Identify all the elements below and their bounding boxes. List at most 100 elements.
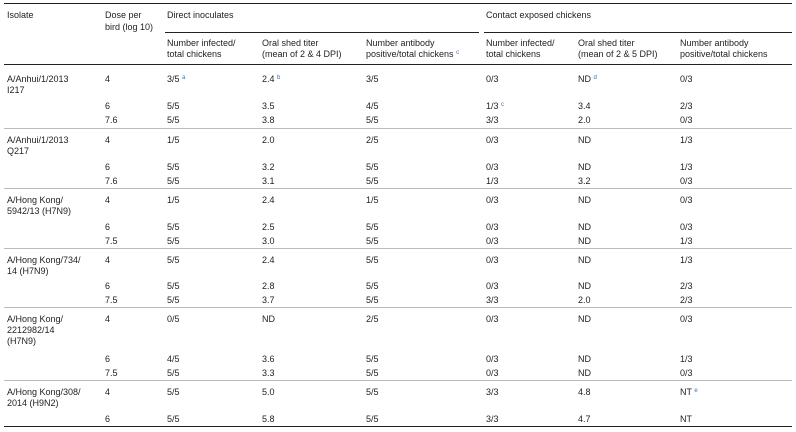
di-titer-cell: 3.2 bbox=[262, 162, 275, 173]
header-ce-titer-1: Oral shed titer bbox=[578, 38, 635, 48]
ce-antibody-cell: 0/3 bbox=[680, 222, 693, 233]
ce-antibody-cell-value: 0/3 bbox=[680, 314, 693, 324]
dose-cell: 7.5 bbox=[105, 236, 118, 246]
ce-infected-cell: 0/3 bbox=[486, 236, 499, 247]
header-direct-group: Direct inoculates bbox=[167, 10, 234, 20]
ce-infected-cell: 3/3 bbox=[486, 295, 499, 306]
di-infected-cell-value: 5/5 bbox=[167, 414, 180, 424]
ce-antibody-cell-value: 0/3 bbox=[680, 74, 693, 84]
ce-infected-cell-value: 0/3 bbox=[486, 354, 499, 364]
ce-antibody-cell: 2/3 bbox=[680, 281, 693, 292]
header-dose-line2: bird (log 10) bbox=[105, 22, 154, 32]
footnote-marker: c bbox=[501, 102, 505, 108]
ce-titer-cell: 2.0 bbox=[578, 115, 591, 126]
isolate-group-rule bbox=[4, 128, 792, 129]
di-infected-cell: 4/5 bbox=[167, 354, 180, 365]
di-infected-cell: 5/5 bbox=[167, 295, 180, 306]
dose-cell: 7.6 bbox=[105, 176, 118, 186]
di-titer-cell-value: 3.8 bbox=[262, 115, 275, 125]
ce-titer-cell: ND bbox=[578, 222, 591, 233]
di-titer-cell-value: 2.8 bbox=[262, 281, 275, 291]
di-antibody-cell: 3/5 bbox=[366, 74, 379, 84]
di-infected-cell: 5/5 bbox=[167, 222, 180, 233]
dose-cell: 4 bbox=[105, 195, 111, 205]
ce-titer-cell-value: ND bbox=[578, 195, 591, 205]
header-isolate: Isolate bbox=[7, 10, 34, 20]
di-antibody-cell: 5/5 bbox=[366, 236, 379, 246]
di-infected-cell-value: 5/5 bbox=[167, 101, 180, 111]
di-titer-cell-value: 3.1 bbox=[262, 176, 275, 186]
di-infected-cell: 5/5 bbox=[167, 176, 180, 187]
header-ce-infected-2: total chickens bbox=[486, 49, 541, 59]
ce-infected-cell: 0/3 bbox=[486, 135, 499, 146]
ce-titer-cell-value: ND bbox=[578, 74, 591, 84]
di-titer-cell: 5.0 bbox=[262, 387, 275, 398]
ce-titer-cell: ND bbox=[578, 314, 591, 325]
header-di-antibody-2: positive/total chickens c bbox=[366, 49, 460, 59]
ce-infected-cell-value: 3/3 bbox=[486, 387, 499, 397]
ce-titer-cell-value: ND bbox=[578, 354, 591, 364]
ce-titer-cell: ND bbox=[578, 281, 591, 292]
di-titer-cell: 2.8 bbox=[262, 281, 275, 292]
di-titer-cell-value: 2.0 bbox=[262, 135, 275, 145]
di-infected-cell-value: 5/5 bbox=[167, 176, 180, 186]
di-titer-cell-value: 3.2 bbox=[262, 162, 275, 172]
isolate-group-rule bbox=[4, 380, 792, 381]
ce-antibody-cell-value: 1/3 bbox=[680, 135, 693, 145]
isolate-name: (H7N9) bbox=[7, 336, 37, 346]
footnote-marker: e bbox=[694, 388, 698, 394]
isolate-group-rule bbox=[4, 188, 792, 189]
ce-antibody-cell-value: 2/3 bbox=[680, 281, 693, 291]
ce-titer-cell: 4.7 bbox=[578, 414, 591, 425]
di-titer-cell: 3.1 bbox=[262, 176, 275, 187]
dose-cell: 7.5 bbox=[105, 295, 118, 305]
di-titer-cell-value: 5.8 bbox=[262, 414, 275, 424]
ce-infected-cell: 0/3 bbox=[486, 195, 499, 206]
di-titer-cell: 2.4 bbox=[262, 195, 275, 206]
di-titer-cell: 3.8 bbox=[262, 115, 275, 126]
ce-titer-cell: ND bbox=[578, 354, 591, 365]
ce-infected-cell: 0/3 bbox=[486, 222, 499, 233]
di-infected-cell-value: 5/5 bbox=[167, 281, 180, 291]
isolate-group-rule bbox=[4, 307, 792, 308]
di-infected-cell: 5/5 bbox=[167, 255, 180, 266]
ce-infected-cell: 0/3 bbox=[486, 74, 499, 85]
dose-cell: 4 bbox=[105, 255, 111, 265]
di-infected-cell-value: 5/5 bbox=[167, 162, 180, 172]
di-antibody-cell: 2/5 bbox=[366, 314, 379, 324]
di-infected-cell-value: 5/5 bbox=[167, 295, 180, 305]
ce-infected-cell: 3/3 bbox=[486, 414, 499, 425]
ce-antibody-cell: 2/3 bbox=[680, 101, 693, 112]
dose-cell: 6 bbox=[105, 281, 111, 291]
ce-titer-cell: ND bbox=[578, 368, 591, 379]
footnote-marker: b bbox=[277, 75, 281, 81]
ce-antibody-cell: NT e bbox=[680, 387, 698, 398]
di-infected-cell: 5/5 bbox=[167, 101, 180, 112]
di-titer-cell: 5.8 bbox=[262, 414, 275, 425]
di-titer-cell: ND bbox=[262, 314, 275, 325]
isolate-name: 2014 (H9N2) bbox=[7, 398, 59, 408]
ce-titer-cell: 3.4 bbox=[578, 101, 591, 112]
di-infected-cell: 1/5 bbox=[167, 135, 180, 146]
ce-infected-cell-value: 0/3 bbox=[486, 314, 499, 324]
ce-titer-cell-value: ND bbox=[578, 255, 591, 265]
dose-cell: 6 bbox=[105, 414, 111, 424]
header-di-infected-1: Number infected/ bbox=[167, 38, 236, 48]
ce-antibody-cell-value: 0/3 bbox=[680, 222, 693, 232]
di-titer-cell-value: 3.3 bbox=[262, 368, 275, 378]
ce-titer-cell: ND bbox=[578, 236, 591, 247]
ce-infected-cell: 0/3 bbox=[486, 368, 499, 379]
isolate-name: 14 (H7N9) bbox=[7, 266, 49, 276]
dose-cell: 7.6 bbox=[105, 115, 118, 125]
di-antibody-cell: 2/5 bbox=[366, 135, 379, 145]
di-infected-cell-value: 0/5 bbox=[167, 314, 180, 324]
di-titer-cell: 3.3 bbox=[262, 368, 275, 379]
ce-antibody-cell: 0/3 bbox=[680, 115, 693, 126]
di-titer-cell: 3.7 bbox=[262, 295, 275, 306]
di-infected-cell: 3/5 a bbox=[167, 74, 185, 85]
di-titer-cell: 2.4 bbox=[262, 255, 275, 266]
di-titer-cell: 3.5 bbox=[262, 101, 275, 112]
isolate-name: Q217 bbox=[7, 146, 30, 156]
ce-antibody-cell-value: 1/3 bbox=[680, 255, 693, 265]
